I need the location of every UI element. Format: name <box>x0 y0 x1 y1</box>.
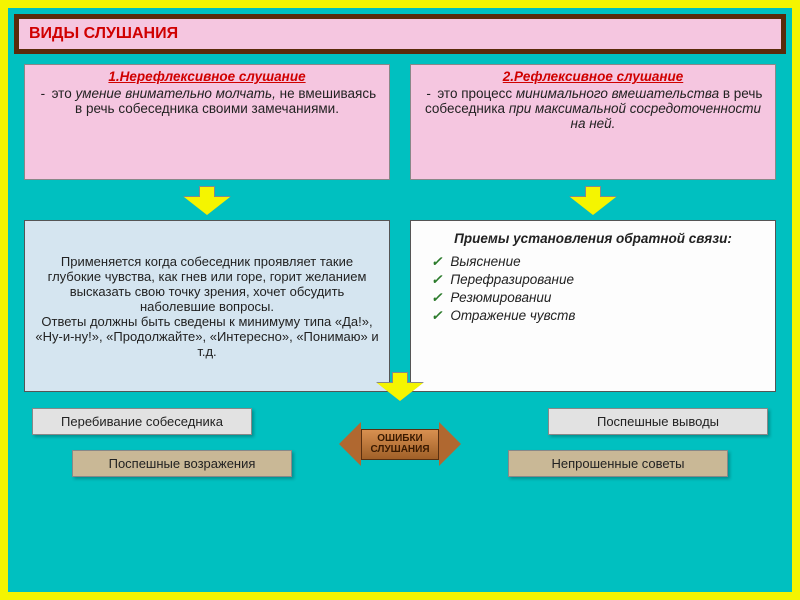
left-card-definition: это умение внимательно молчать, не вмеши… <box>52 86 377 116</box>
error-box-bl: Поспешные возражения <box>72 450 292 477</box>
error-label: Поспешные выводы <box>597 414 719 429</box>
errors-row: Перебивание собеседника Поспешные возраж… <box>14 400 786 496</box>
method-item: Отражение чувств <box>431 308 761 324</box>
arrow-down-icon <box>377 372 423 402</box>
methods-list: Выяснение Перефразирование Резюмировании… <box>425 254 761 324</box>
error-label: Поспешные возражения <box>109 456 256 471</box>
error-box-tl: Перебивание собеседника <box>32 408 252 435</box>
right-pink-card: 2.Рефлексивное слушание - это процесс ми… <box>410 64 776 180</box>
center-line1: ОШИБКИ <box>377 433 423 444</box>
left-blue-text: Применяется когда собеседник проявляет т… <box>33 254 381 359</box>
left-column: 1.Нерефлексивное слушание - это умение в… <box>24 64 390 392</box>
arrow-down-icon <box>570 186 616 216</box>
left-blue-card: Применяется когда собеседник проявляет т… <box>24 220 390 392</box>
right-column: 2.Рефлексивное слушание - это процесс ми… <box>410 64 776 392</box>
header-box: ВИДЫ СЛУШАНИЯ <box>14 14 786 54</box>
method-item: Выяснение <box>431 254 761 270</box>
center-line2: СЛУШАНИЯ <box>370 444 429 455</box>
center-double-arrow: ОШИБКИ СЛУШАНИЯ <box>339 422 461 466</box>
error-label: Перебивание собеседника <box>61 414 223 429</box>
center-arrow-body: ОШИБКИ СЛУШАНИЯ <box>361 429 439 460</box>
method-item: Резюмировании <box>431 290 761 306</box>
page-title: ВИДЫ СЛУШАНИЯ <box>29 25 178 42</box>
right-card-title: 2.Рефлексивное слушание <box>419 69 767 84</box>
arrow-down-icon <box>184 186 230 216</box>
error-box-br: Непрошенные советы <box>508 450 728 477</box>
white-card-title: Приемы установления обратной связи: <box>425 231 761 246</box>
left-card-title: 1.Нерефлексивное слушание <box>33 69 381 84</box>
columns: 1.Нерефлексивное слушание - это умение в… <box>14 64 786 392</box>
arrow-right-icon <box>439 422 461 466</box>
error-box-tr: Поспешные выводы <box>548 408 768 435</box>
error-label: Непрошенные советы <box>551 456 684 471</box>
right-card-definition: это процесс минимального вмешательства в… <box>425 86 762 131</box>
right-white-card: Приемы установления обратной связи: Выяс… <box>410 220 776 392</box>
method-item: Перефразирование <box>431 272 761 288</box>
slide-frame: ВИДЫ СЛУШАНИЯ 1.Нерефлексивное слушание … <box>8 8 792 592</box>
left-pink-card: 1.Нерефлексивное слушание - это умение в… <box>24 64 390 180</box>
arrow-left-icon <box>339 422 361 466</box>
